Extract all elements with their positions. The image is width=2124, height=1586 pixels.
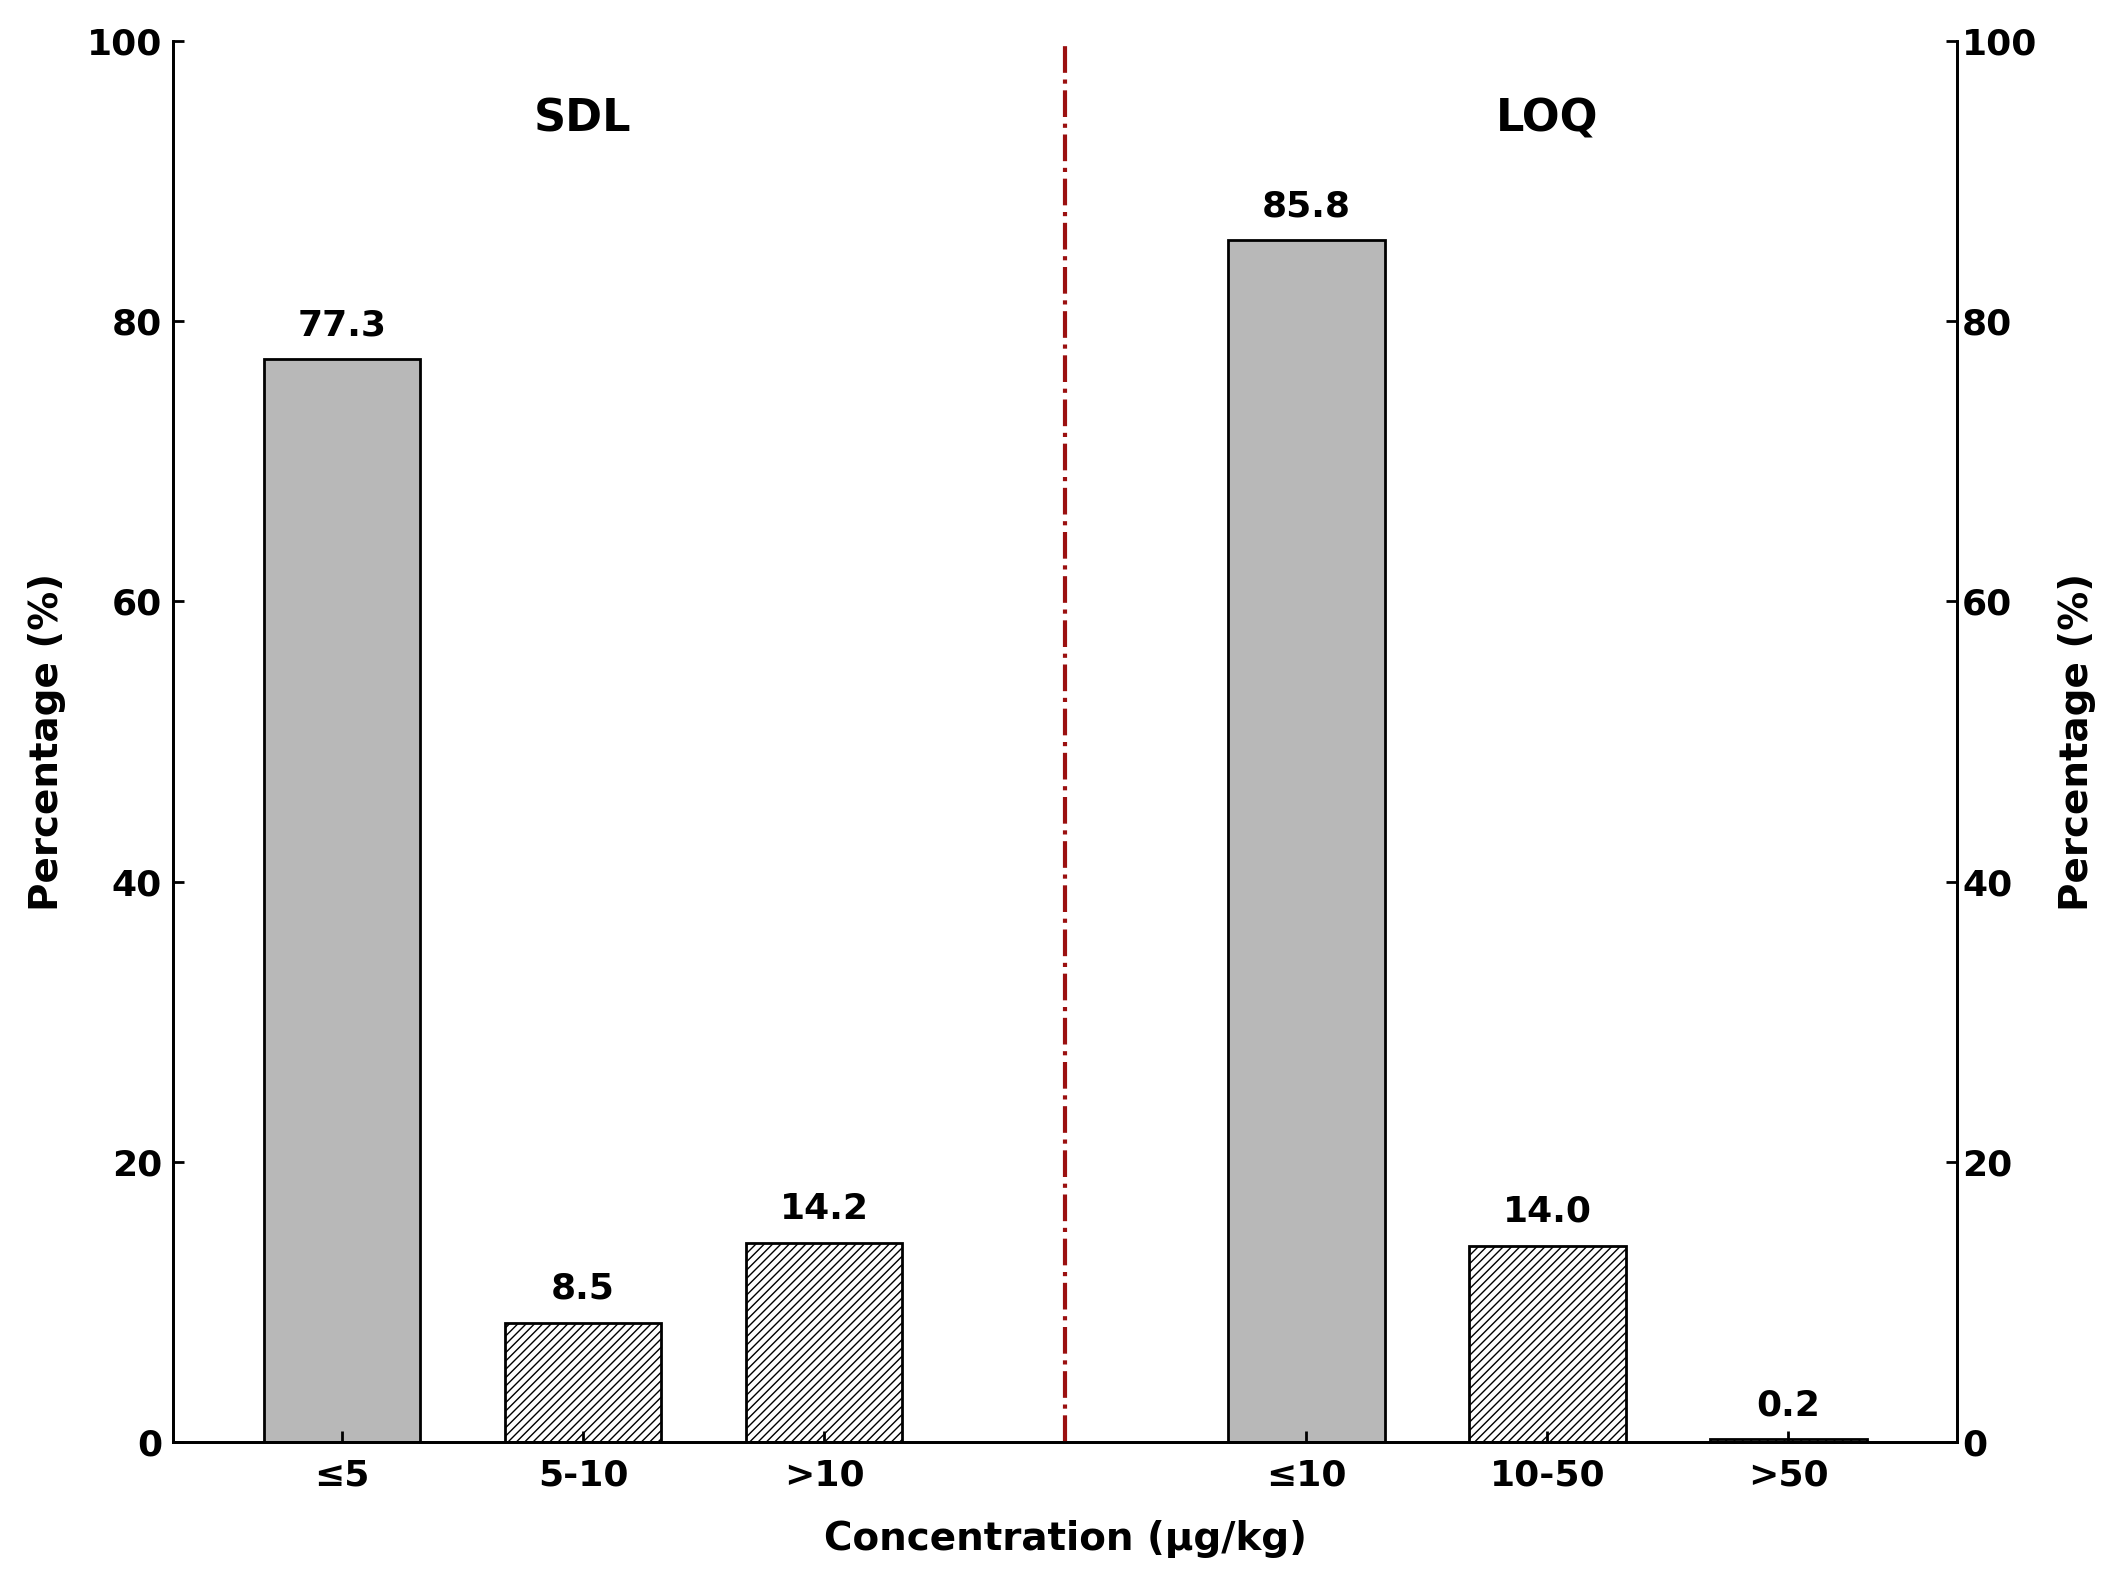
Bar <box>506 1323 661 1442</box>
Text: 8.5: 8.5 <box>550 1272 614 1305</box>
X-axis label: Concentration (μg/kg): Concentration (μg/kg) <box>824 1521 1306 1557</box>
Bar <box>1710 1439 1867 1442</box>
Text: 0.2: 0.2 <box>1757 1388 1820 1423</box>
Text: SDL: SDL <box>535 97 631 140</box>
Bar <box>1470 1245 1625 1442</box>
Bar <box>1228 239 1385 1442</box>
Y-axis label: Percentage (%): Percentage (%) <box>28 573 66 910</box>
Bar <box>746 1243 903 1442</box>
Y-axis label: Percentage (%): Percentage (%) <box>2058 573 2096 910</box>
Text: 77.3: 77.3 <box>297 308 387 343</box>
Text: LOQ: LOQ <box>1495 97 1599 140</box>
Bar <box>263 358 421 1442</box>
Text: 14.0: 14.0 <box>1504 1194 1591 1229</box>
Text: 85.8: 85.8 <box>1262 189 1351 224</box>
Text: 14.2: 14.2 <box>780 1193 869 1226</box>
